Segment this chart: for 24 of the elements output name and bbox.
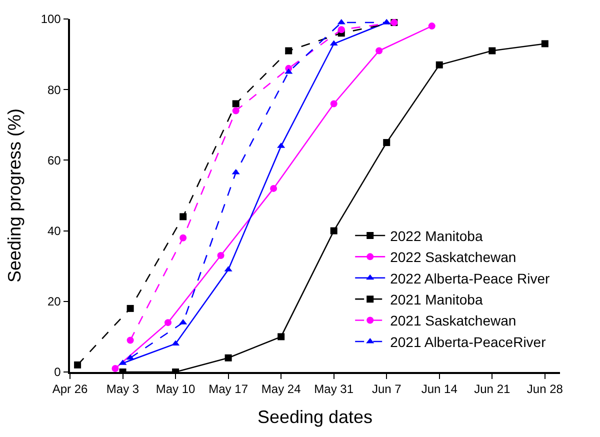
y-tick-label: 60 xyxy=(47,153,62,168)
y-tick-label: 0 xyxy=(54,365,62,380)
x-tick-label: Apr 26 xyxy=(52,382,88,396)
y-tick-label: 40 xyxy=(47,224,62,238)
x-tick-label: May 17 xyxy=(208,382,248,396)
x-tick-label: May 10 xyxy=(156,382,196,396)
y-axis-title: Seeding progress (%) xyxy=(4,108,25,283)
x-tick-label: May 31 xyxy=(314,382,354,396)
x-axis-title: Seeding dates xyxy=(257,406,373,427)
legend-label: 2022 Manitoba xyxy=(390,228,483,244)
y-tick-label: 80 xyxy=(47,82,62,97)
legend-label: 2021 Manitoba xyxy=(390,292,483,308)
y-tick-label: 20 xyxy=(47,294,62,309)
x-tick-label: Jun 14 xyxy=(421,382,458,396)
y-tick-label: 100 xyxy=(40,12,62,26)
x-tick-label: Jun 28 xyxy=(526,382,564,396)
legend-label: 2022 Alberta-Peace River xyxy=(390,270,550,286)
x-tick-label: May 24 xyxy=(261,382,302,396)
x-tick-label: Jun 21 xyxy=(474,382,510,396)
legend-label: 2021 Alberta-PeaceRiver xyxy=(390,334,546,350)
legend-label: 2022 Saskatchewan xyxy=(390,249,516,266)
legend-label: 2021 Saskatchewan xyxy=(390,312,516,329)
x-tick-label: Jun 7 xyxy=(372,382,402,396)
x-tick-label: May 3 xyxy=(106,382,140,396)
